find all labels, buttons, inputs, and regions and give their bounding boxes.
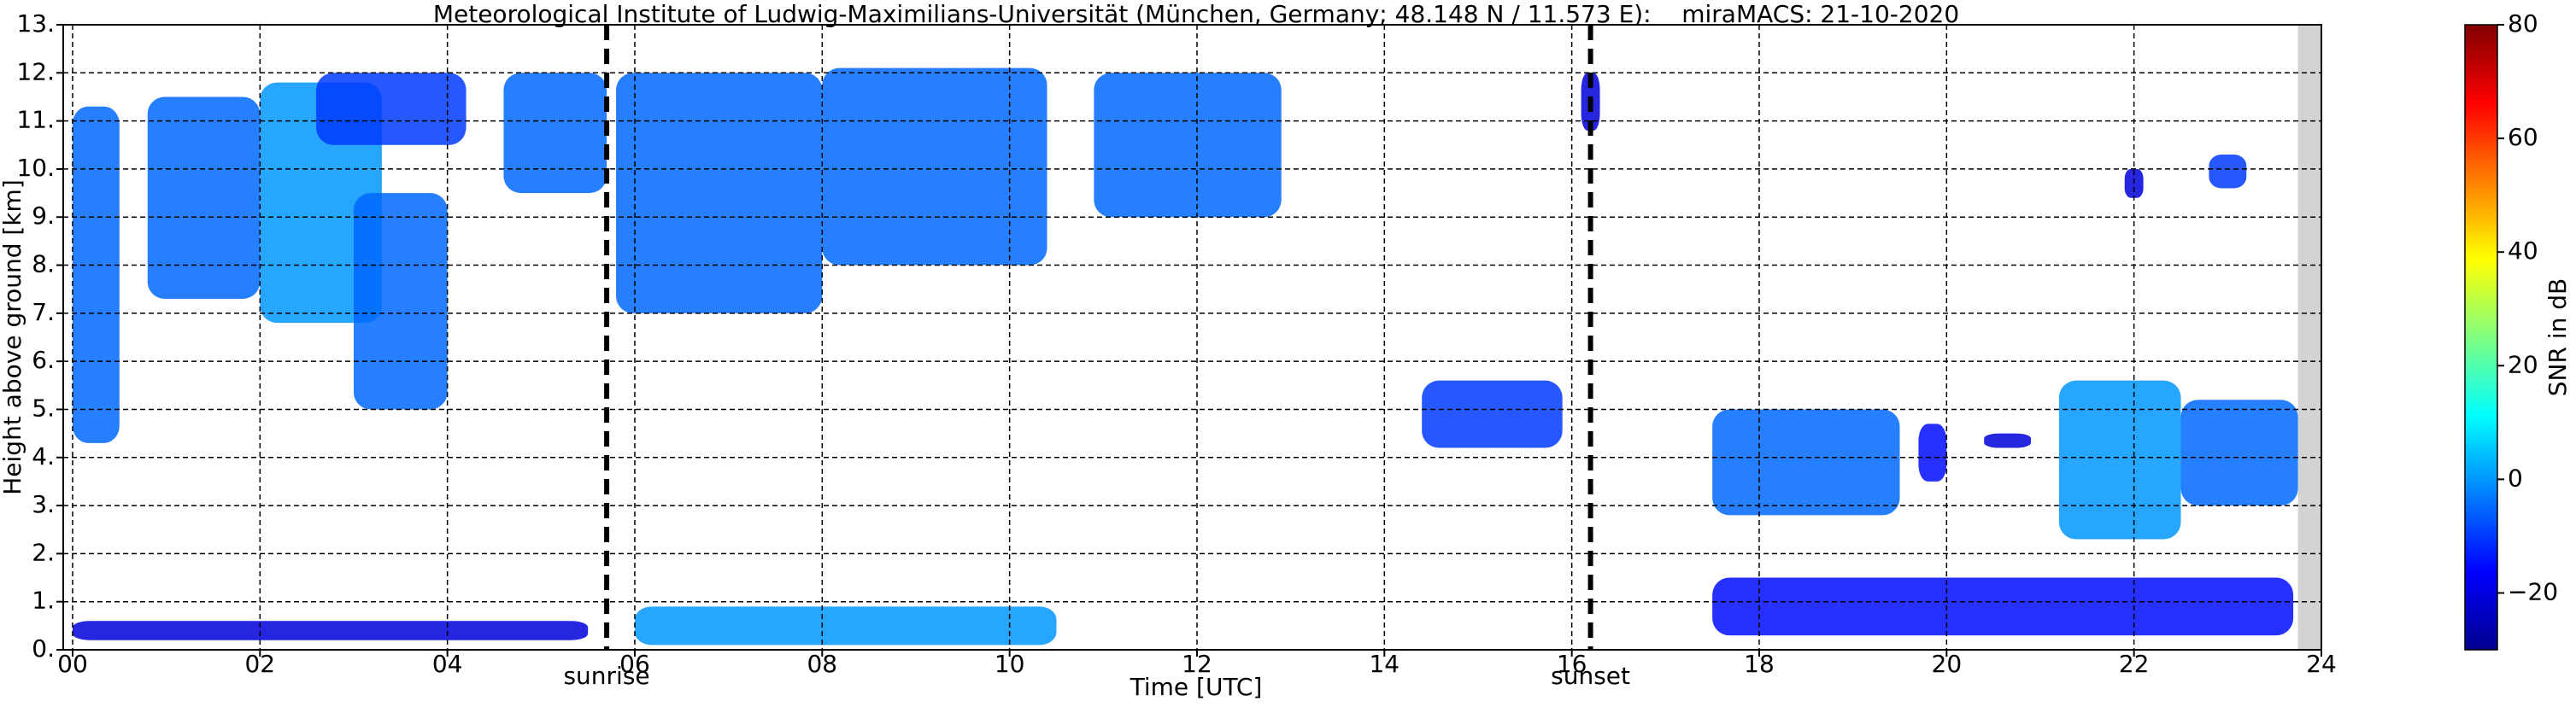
echo-region bbox=[1984, 433, 2032, 448]
x-tick-label: 24 bbox=[2306, 650, 2337, 678]
y-axis-label: Height above ground [km] bbox=[0, 179, 26, 495]
echo-region bbox=[353, 193, 448, 410]
y-tick-label: 9. bbox=[32, 202, 55, 230]
colorbar-tick-label: −20 bbox=[2508, 577, 2558, 605]
colorbar-tick-label: 60 bbox=[2508, 123, 2538, 151]
marker-label: sunset bbox=[1551, 662, 1630, 690]
echo-region bbox=[503, 73, 607, 194]
echo-region bbox=[822, 67, 1047, 266]
x-axis-label: Time [UTC] bbox=[1130, 673, 1263, 701]
x-tick-label: 06 bbox=[619, 650, 650, 678]
y-tick-label: 2. bbox=[32, 538, 55, 566]
chart-title: Meteorological Institute of Ludwig-Maxim… bbox=[433, 0, 1959, 28]
echo-region bbox=[634, 606, 1057, 646]
echo-region bbox=[72, 621, 589, 640]
y-tick-label: 12. bbox=[16, 57, 55, 85]
x-tick-label: 10 bbox=[995, 650, 1025, 678]
colorbar-tick-label: 40 bbox=[2508, 237, 2538, 265]
marker-label: sunrise bbox=[563, 662, 649, 690]
echo-region bbox=[1918, 424, 1947, 482]
y-tick-label: 13. bbox=[16, 9, 55, 38]
colorbar-tick-label: 20 bbox=[2508, 350, 2538, 378]
plot-frame bbox=[62, 24, 2322, 651]
y-tick-label: 8. bbox=[32, 250, 55, 278]
x-tick-label: 08 bbox=[807, 650, 837, 678]
y-tick-label: 3. bbox=[32, 490, 55, 518]
colorbar-tick-label: 80 bbox=[2508, 9, 2538, 38]
x-tick-label: 00 bbox=[57, 650, 88, 678]
y-tick-label: 0. bbox=[32, 634, 55, 663]
x-tick-label: 04 bbox=[432, 650, 463, 678]
echo-region bbox=[2180, 400, 2298, 506]
echo-region bbox=[2209, 155, 2247, 189]
echo-region bbox=[147, 96, 261, 299]
echo-region bbox=[1422, 380, 1563, 448]
echo-region bbox=[1094, 73, 1282, 218]
x-tick-label: 02 bbox=[244, 650, 275, 678]
colorbar-label: SNR in dB bbox=[2544, 278, 2572, 396]
y-tick-label: 1. bbox=[32, 587, 55, 615]
echo-region bbox=[1712, 409, 1900, 516]
echo-region bbox=[616, 73, 823, 313]
x-tick-label: 14 bbox=[1369, 650, 1399, 678]
echo-region bbox=[72, 106, 120, 443]
colorbar bbox=[2464, 24, 2498, 651]
y-tick-label: 10. bbox=[16, 154, 55, 182]
x-tick-label: 16 bbox=[1557, 650, 1587, 678]
x-tick-label: 12 bbox=[1182, 650, 1212, 678]
no-data-span bbox=[2297, 25, 2321, 650]
x-tick-label: 22 bbox=[2119, 650, 2150, 678]
echo-region bbox=[2058, 380, 2181, 540]
echo-region bbox=[1712, 577, 2294, 636]
echo-region bbox=[316, 73, 466, 145]
y-tick-label: 11. bbox=[16, 106, 55, 134]
colorbar-tick-label: 0 bbox=[2508, 464, 2523, 492]
y-tick-label: 6. bbox=[32, 346, 55, 374]
y-tick-label: 5. bbox=[32, 394, 55, 422]
x-tick-label: 20 bbox=[1932, 650, 1963, 678]
x-tick-label: 18 bbox=[1744, 650, 1775, 678]
y-tick-label: 4. bbox=[32, 442, 55, 470]
y-tick-label: 7. bbox=[32, 298, 55, 326]
